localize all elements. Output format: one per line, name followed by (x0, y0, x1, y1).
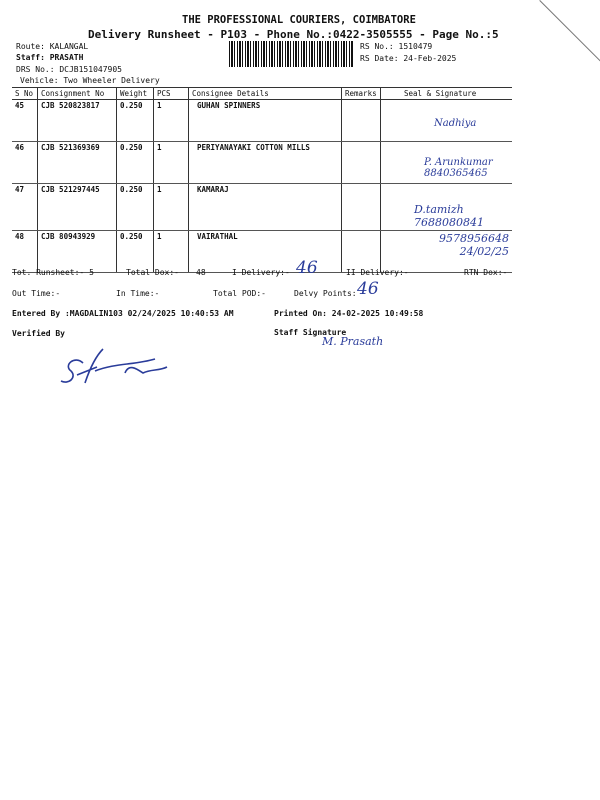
staff-signature: M. Prasath (322, 335, 384, 348)
delvy-points: Delvy Points: (294, 289, 357, 298)
total-dox: Total Dox:- (126, 268, 179, 277)
col-consignment: Consignment No (37, 87, 117, 100)
runsheet-subtitle: Delivery Runsheet - P103 - Phone No.:042… (88, 28, 499, 41)
col-consignee: Consignee Details (188, 87, 342, 100)
weight: 0.250 (116, 183, 154, 231)
table-header: S No Consignment No Weight PCS Consignee… (12, 87, 512, 100)
total-pod: Total POD:- (213, 289, 266, 298)
consignment-no: CJB 521297445 (37, 183, 117, 231)
consignment-no: CJB 520823817 (37, 99, 117, 142)
table-row: 47 CJB 521297445 0.250 1 KAMARAJ D.tamizh 768… (12, 183, 512, 231)
remarks (341, 99, 381, 142)
remarks (341, 230, 381, 273)
remarks (341, 183, 381, 231)
handwritten-signature: Nadhiya (434, 118, 477, 129)
staff: Staff: PRASATH (16, 53, 84, 62)
table-row: 48 CJB 80943929 0.250 1 VAIRATHAL 9578956648 … (12, 230, 512, 273)
verifier-signature (60, 348, 168, 384)
handwritten-signature: P. Arunkumar 8840365465 (424, 157, 493, 179)
barcode (229, 41, 353, 67)
seal-signature: D.tamizh 7688080841 (380, 183, 512, 231)
printed-on: Printed On: 24-02-2025 10:49:58 (274, 309, 424, 318)
weight: 0.250 (116, 141, 154, 184)
total-dox-value: 48 (196, 268, 206, 277)
consignment-no: CJB 521369369 (37, 141, 117, 184)
company-name: THE PROFESSIONAL COURIERS, COIMBATORE (182, 14, 416, 26)
delvy-points-value: 46 (357, 279, 379, 299)
pcs: 1 (153, 230, 189, 273)
consignee-details: KAMARAJ (188, 183, 342, 231)
verified-by: Verified By (12, 329, 65, 338)
consignee-details: GUHAN SPINNERS (188, 99, 342, 142)
rtn-dox: RTN Dox:- (464, 268, 508, 277)
s-no: 48 (12, 230, 38, 273)
page-fold-line (539, 0, 600, 65)
pcs: 1 (153, 141, 189, 184)
i-delivery: I Delivery:- (232, 268, 290, 277)
out-time: Out Time:- (12, 289, 61, 298)
handwritten-signature: D.tamizh 7688080841 (414, 203, 484, 229)
s-no: 45 (12, 99, 38, 142)
s-no: 46 (12, 141, 38, 184)
col-signature: Seal & Signature (380, 87, 512, 100)
seal-signature: Nadhiya (380, 99, 512, 142)
consignee-details: VAIRATHAL (188, 230, 342, 273)
consignment-no: CJB 80943929 (37, 230, 117, 273)
s-no: 47 (12, 183, 38, 231)
col-sno: S No (12, 87, 38, 100)
col-weight: Weight (116, 87, 154, 100)
vehicle: Vehicle: Two Wheeler Delivery (20, 76, 160, 85)
pcs: 1 (153, 183, 189, 231)
route: Route: KALANGAL (16, 42, 89, 51)
col-pcs: PCS (153, 87, 189, 100)
staff-signature-label: Staff Signature (274, 328, 347, 337)
in-time: In Time:- (116, 289, 160, 298)
pcs: 1 (153, 99, 189, 142)
rs-no: RS No.: 1510479 (360, 42, 433, 51)
handwritten-signature: 9578956648 24/02/25 (439, 232, 509, 258)
consignee-details: PERIYANAYAKI COTTON MILLS (188, 141, 342, 184)
entered-by: Entered By :MAGDALIN103 02/24/2025 10:40… (12, 309, 234, 318)
rs-date: RS Date: 24-Feb-2025 (360, 54, 457, 63)
drs-no: DRS No.: DCJB151047905 (16, 65, 122, 74)
seal-signature: P. Arunkumar 8840365465 (380, 141, 512, 184)
table-row: 46 CJB 521369369 0.250 1 PERIYANAYAKI COTTON… (12, 141, 512, 184)
weight: 0.250 (116, 230, 154, 273)
col-remarks: Remarks (341, 87, 381, 100)
tot-runsheet: Tot. Runsheet:- 5 (12, 268, 94, 277)
i-delivery-value: 46 (296, 258, 318, 278)
seal-signature: 9578956648 24/02/25 (380, 230, 512, 273)
weight: 0.250 (116, 99, 154, 142)
table-row: 45 CJB 520823817 0.250 1 GUHAN SPINNERS Nadhi… (12, 99, 512, 142)
ii-delivery: II Delivery:- (346, 268, 409, 277)
remarks (341, 141, 381, 184)
consignment-table: S No Consignment No Weight PCS Consignee… (12, 87, 512, 273)
